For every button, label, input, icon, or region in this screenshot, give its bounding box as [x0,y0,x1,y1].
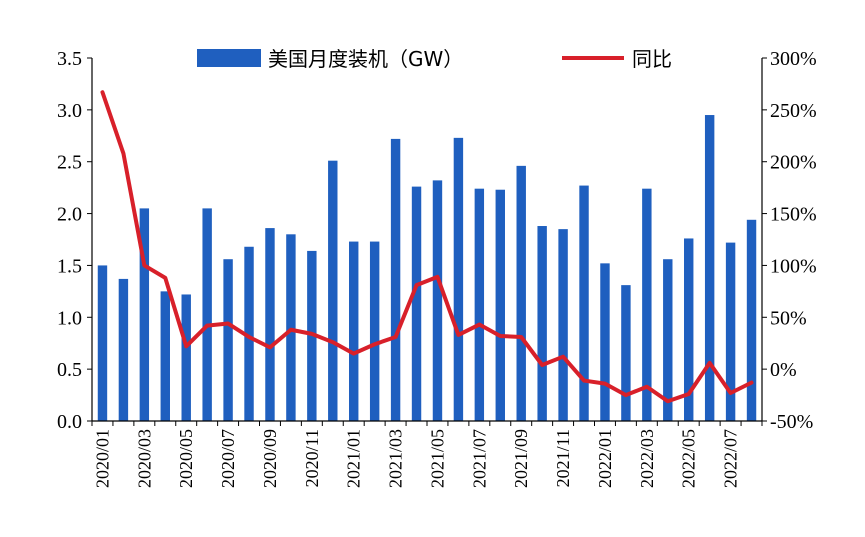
bar-series [97,115,757,422]
yoy-line [100,90,754,404]
y-left-tick-label: 1.5 [57,255,82,277]
x-tick-label: 2021/03 [386,429,406,488]
bar-2020-03 [139,208,150,421]
bar-2022-05 [684,238,694,421]
bar-2021-02 [369,241,380,421]
bar-2021-05 [432,180,443,421]
y-axis-left: 0.0 0.5 1.0 1.5 2.0 2.5 3.0 3.5 [57,48,92,433]
bar-2021-11 [558,229,568,421]
x-tick-label: 2021/05 [427,429,447,488]
bar-2020-08 [244,246,254,421]
bar-2022-07 [725,242,736,421]
bar-2021-06 [453,137,464,422]
x-tick-label: 2021/01 [344,429,364,488]
x-tick-label: 2020/09 [260,429,280,488]
bar-2020-06 [202,208,212,421]
x-tick-label: 2020/05 [176,429,196,488]
y-left-tick-label: 3.0 [57,100,82,122]
y-left-tick-label: 0.5 [57,359,82,381]
x-tick-label: 2020/03 [134,429,154,488]
x-axis: 2020/01 2020/03 2020/05 2020/07 2020/09 2020/… [91,421,763,488]
y-right-tick-label: 50% [770,307,807,329]
y-right-tick-label: -50% [770,411,813,433]
bar-2020-05 [181,294,191,421]
x-tick-label: 2022/03 [637,429,657,488]
x-tick-label: 2020/07 [218,429,238,488]
y-right-tick-label: 200% [770,152,817,174]
bar-2020-12 [328,160,338,421]
bar-2021-01 [349,241,359,421]
y-left-tick-label: 1.0 [57,307,82,329]
bar-2020-09 [265,228,275,421]
x-tick-label: 2020/11 [302,429,322,487]
bar-2021-10 [537,226,547,421]
line-series [100,90,754,404]
x-tick-label: 2022/07 [721,429,741,488]
bar-2020-01 [97,265,108,421]
bar-2022-01 [600,263,610,421]
bar-2021-03 [390,138,401,421]
bar-2022-02 [621,285,631,421]
legend-line-label: 同比 [632,47,672,71]
y-left-tick-label: 3.5 [57,48,82,70]
bar-2020-10 [286,234,296,421]
y-right-tick-label: 150% [770,204,817,226]
bar-2021-07 [474,188,485,421]
x-tick-label: 2021/07 [469,429,489,488]
x-tick-label: 2022/01 [595,429,615,488]
x-tick-label: 2022/05 [679,429,699,488]
bar-2021-04 [411,186,422,421]
bar-2021-09 [516,165,526,421]
legend: 美国月度装机（GW） 同比 [197,47,672,71]
y-axis-right: -50% 0% 50% 100% 150% 200% 250% 300% [762,48,817,433]
y-right-tick-label: 100% [770,255,817,277]
y-right-tick-label: 300% [770,48,817,70]
x-tick-label: 2021/09 [511,429,531,488]
x-tick-label: 2021/11 [553,429,573,487]
bar-2022-08 [746,219,757,421]
x-tick-label: 2020/01 [92,429,112,488]
bar-2021-08 [495,189,505,421]
y-right-tick-label: 0% [770,359,797,381]
y-left-tick-label: 2.0 [57,204,82,226]
y-left-tick-label: 0.0 [57,411,82,433]
bar-2020-02 [118,278,129,421]
y-left-tick-label: 2.5 [57,152,82,174]
y-right-tick-label: 250% [770,100,817,122]
bar-2022-03 [642,188,652,421]
bar-2022-06 [704,115,715,421]
legend-bar-label: 美国月度装机（GW） [268,47,463,71]
bar-2020-04 [160,291,170,421]
bar-2022-04 [663,259,673,421]
bar-2020-07 [223,259,233,421]
bar-2021-12 [579,185,589,421]
axes [91,58,763,422]
legend-bar-swatch [197,49,261,67]
